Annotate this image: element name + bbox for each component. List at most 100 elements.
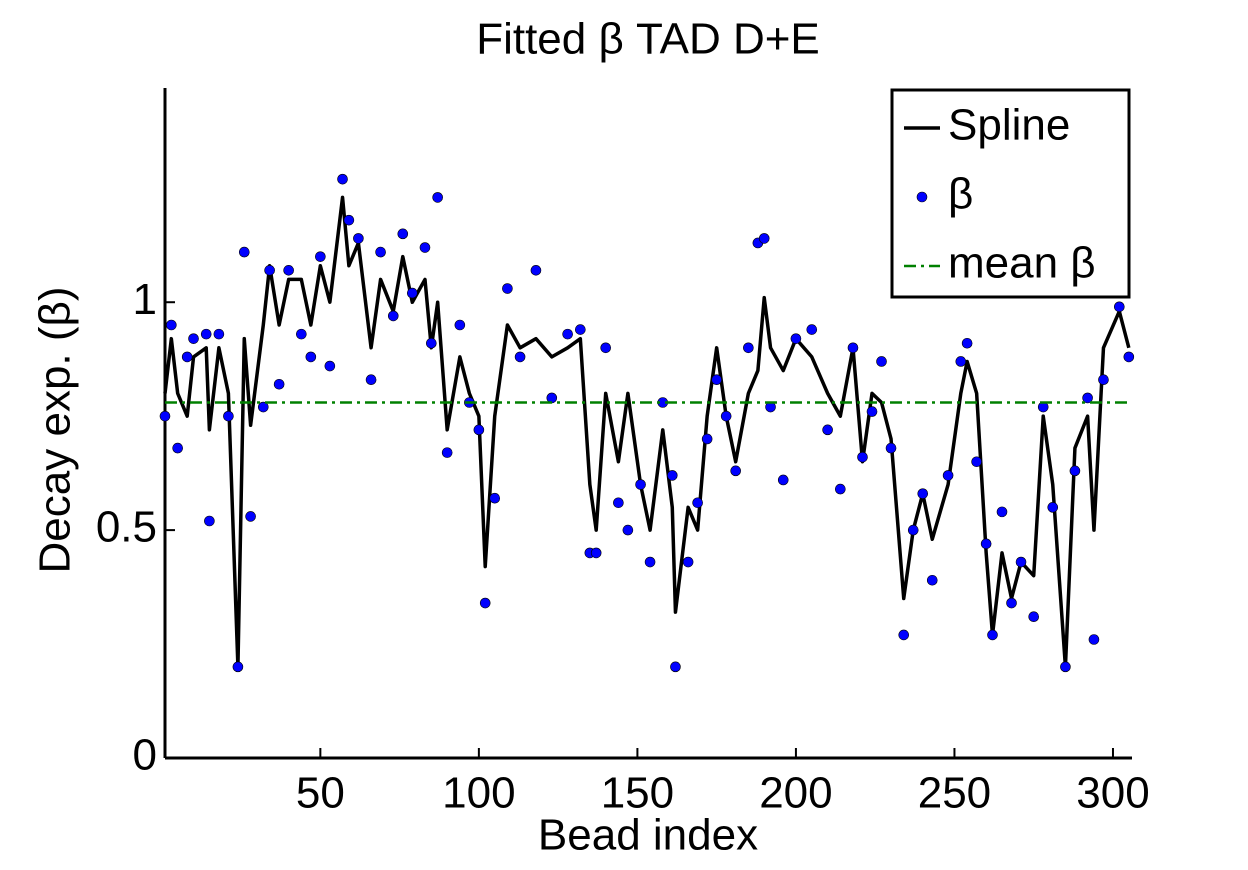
y-axis-label: Decay exp. (β) [31, 287, 80, 574]
beta-point [996, 506, 1008, 518]
beta-point [245, 511, 256, 522]
beta-point [666, 470, 678, 481]
beta-point [1015, 556, 1027, 568]
x-tick-label: 50 [296, 769, 345, 818]
beta-point [454, 319, 466, 331]
beta-point [406, 287, 418, 299]
beta-point [575, 324, 586, 335]
beta-point [1060, 661, 1071, 673]
beta-point [264, 265, 275, 276]
beta-point [473, 424, 485, 436]
beta-point [223, 410, 234, 422]
beta-point [204, 515, 215, 527]
beta-point [635, 479, 646, 490]
legend-label: Spline [948, 101, 1070, 150]
beta-point [743, 342, 754, 354]
x-tick-label: 200 [759, 769, 832, 818]
beta-point [305, 351, 317, 363]
beta-point [324, 360, 336, 372]
beta-point [1069, 465, 1081, 477]
beta-point [213, 328, 225, 340]
beta-point [600, 342, 611, 354]
beta-point [720, 410, 732, 422]
beta-point [1006, 597, 1017, 609]
beta-point [847, 342, 859, 354]
beta-point [692, 497, 703, 509]
beta-point [987, 629, 998, 641]
beta-point [479, 597, 491, 609]
beta-point [387, 310, 399, 322]
beta-point [514, 351, 526, 363]
beta-point [777, 474, 789, 486]
legend-label: β [948, 170, 973, 219]
beta-point [159, 410, 171, 422]
x-tick-label: 150 [601, 769, 674, 818]
legend-label: mean β [948, 239, 1096, 288]
beta-point [375, 246, 386, 258]
x-tick-label: 250 [918, 769, 991, 818]
beta-point [232, 661, 244, 673]
spline-line [163, 195, 1131, 669]
beta-point [188, 333, 199, 344]
beta-point [866, 406, 878, 417]
beta-point [562, 328, 573, 340]
beta-point [942, 470, 954, 481]
beta-point [296, 328, 307, 340]
beta-point [670, 661, 681, 673]
beta-point [644, 556, 656, 568]
beta-point [590, 547, 602, 559]
beta-point [172, 442, 183, 454]
beta-point [441, 447, 453, 458]
beta-point [166, 319, 177, 331]
beta-point [876, 356, 887, 367]
beta-point [857, 451, 868, 463]
beta-point [238, 246, 250, 258]
y-tick-label: 1 [133, 275, 157, 324]
beta-point [1088, 634, 1100, 645]
beta-point [1123, 351, 1135, 363]
legend-box [890, 88, 1131, 299]
beta-point [790, 333, 802, 344]
x-axis-label: Bead index [538, 811, 758, 860]
beta-point [961, 337, 973, 349]
beta-point [419, 242, 431, 253]
legend-swatch [916, 191, 928, 203]
beta-point [200, 328, 212, 340]
x-tick-label: 300 [1076, 769, 1149, 818]
y-tick-label: 0.5 [96, 503, 157, 552]
beta-point [613, 497, 624, 509]
beta-point [898, 629, 910, 641]
beta-point [1047, 502, 1059, 513]
beta-point [1028, 611, 1040, 623]
beta-point [758, 233, 770, 244]
beta-point [1082, 392, 1093, 404]
beta-point [181, 351, 193, 363]
beta-point [980, 538, 992, 550]
beta-point [1098, 374, 1109, 386]
y-tick-label: 0 [133, 731, 157, 780]
beta-point [701, 433, 713, 445]
beta-point [315, 251, 326, 262]
beta-point [806, 324, 818, 335]
beta-point [822, 424, 833, 436]
beta-point [917, 488, 929, 499]
beta-point [711, 374, 722, 386]
beta-point [1114, 301, 1125, 313]
beta-point [432, 192, 443, 203]
beta-point [530, 265, 542, 276]
beta-point [426, 337, 437, 349]
beta-point [273, 378, 285, 390]
beta-point [489, 492, 501, 504]
beta-point [365, 374, 377, 386]
beta-point [835, 483, 846, 495]
beta-point [955, 356, 967, 367]
x-tick-label: 100 [442, 769, 515, 818]
beta-point [926, 574, 938, 586]
beta-point [622, 524, 634, 536]
beta-point [283, 265, 294, 276]
beta-point [907, 524, 919, 536]
beta-point [397, 228, 409, 240]
beta-point [353, 233, 364, 244]
beta-point [682, 556, 694, 568]
